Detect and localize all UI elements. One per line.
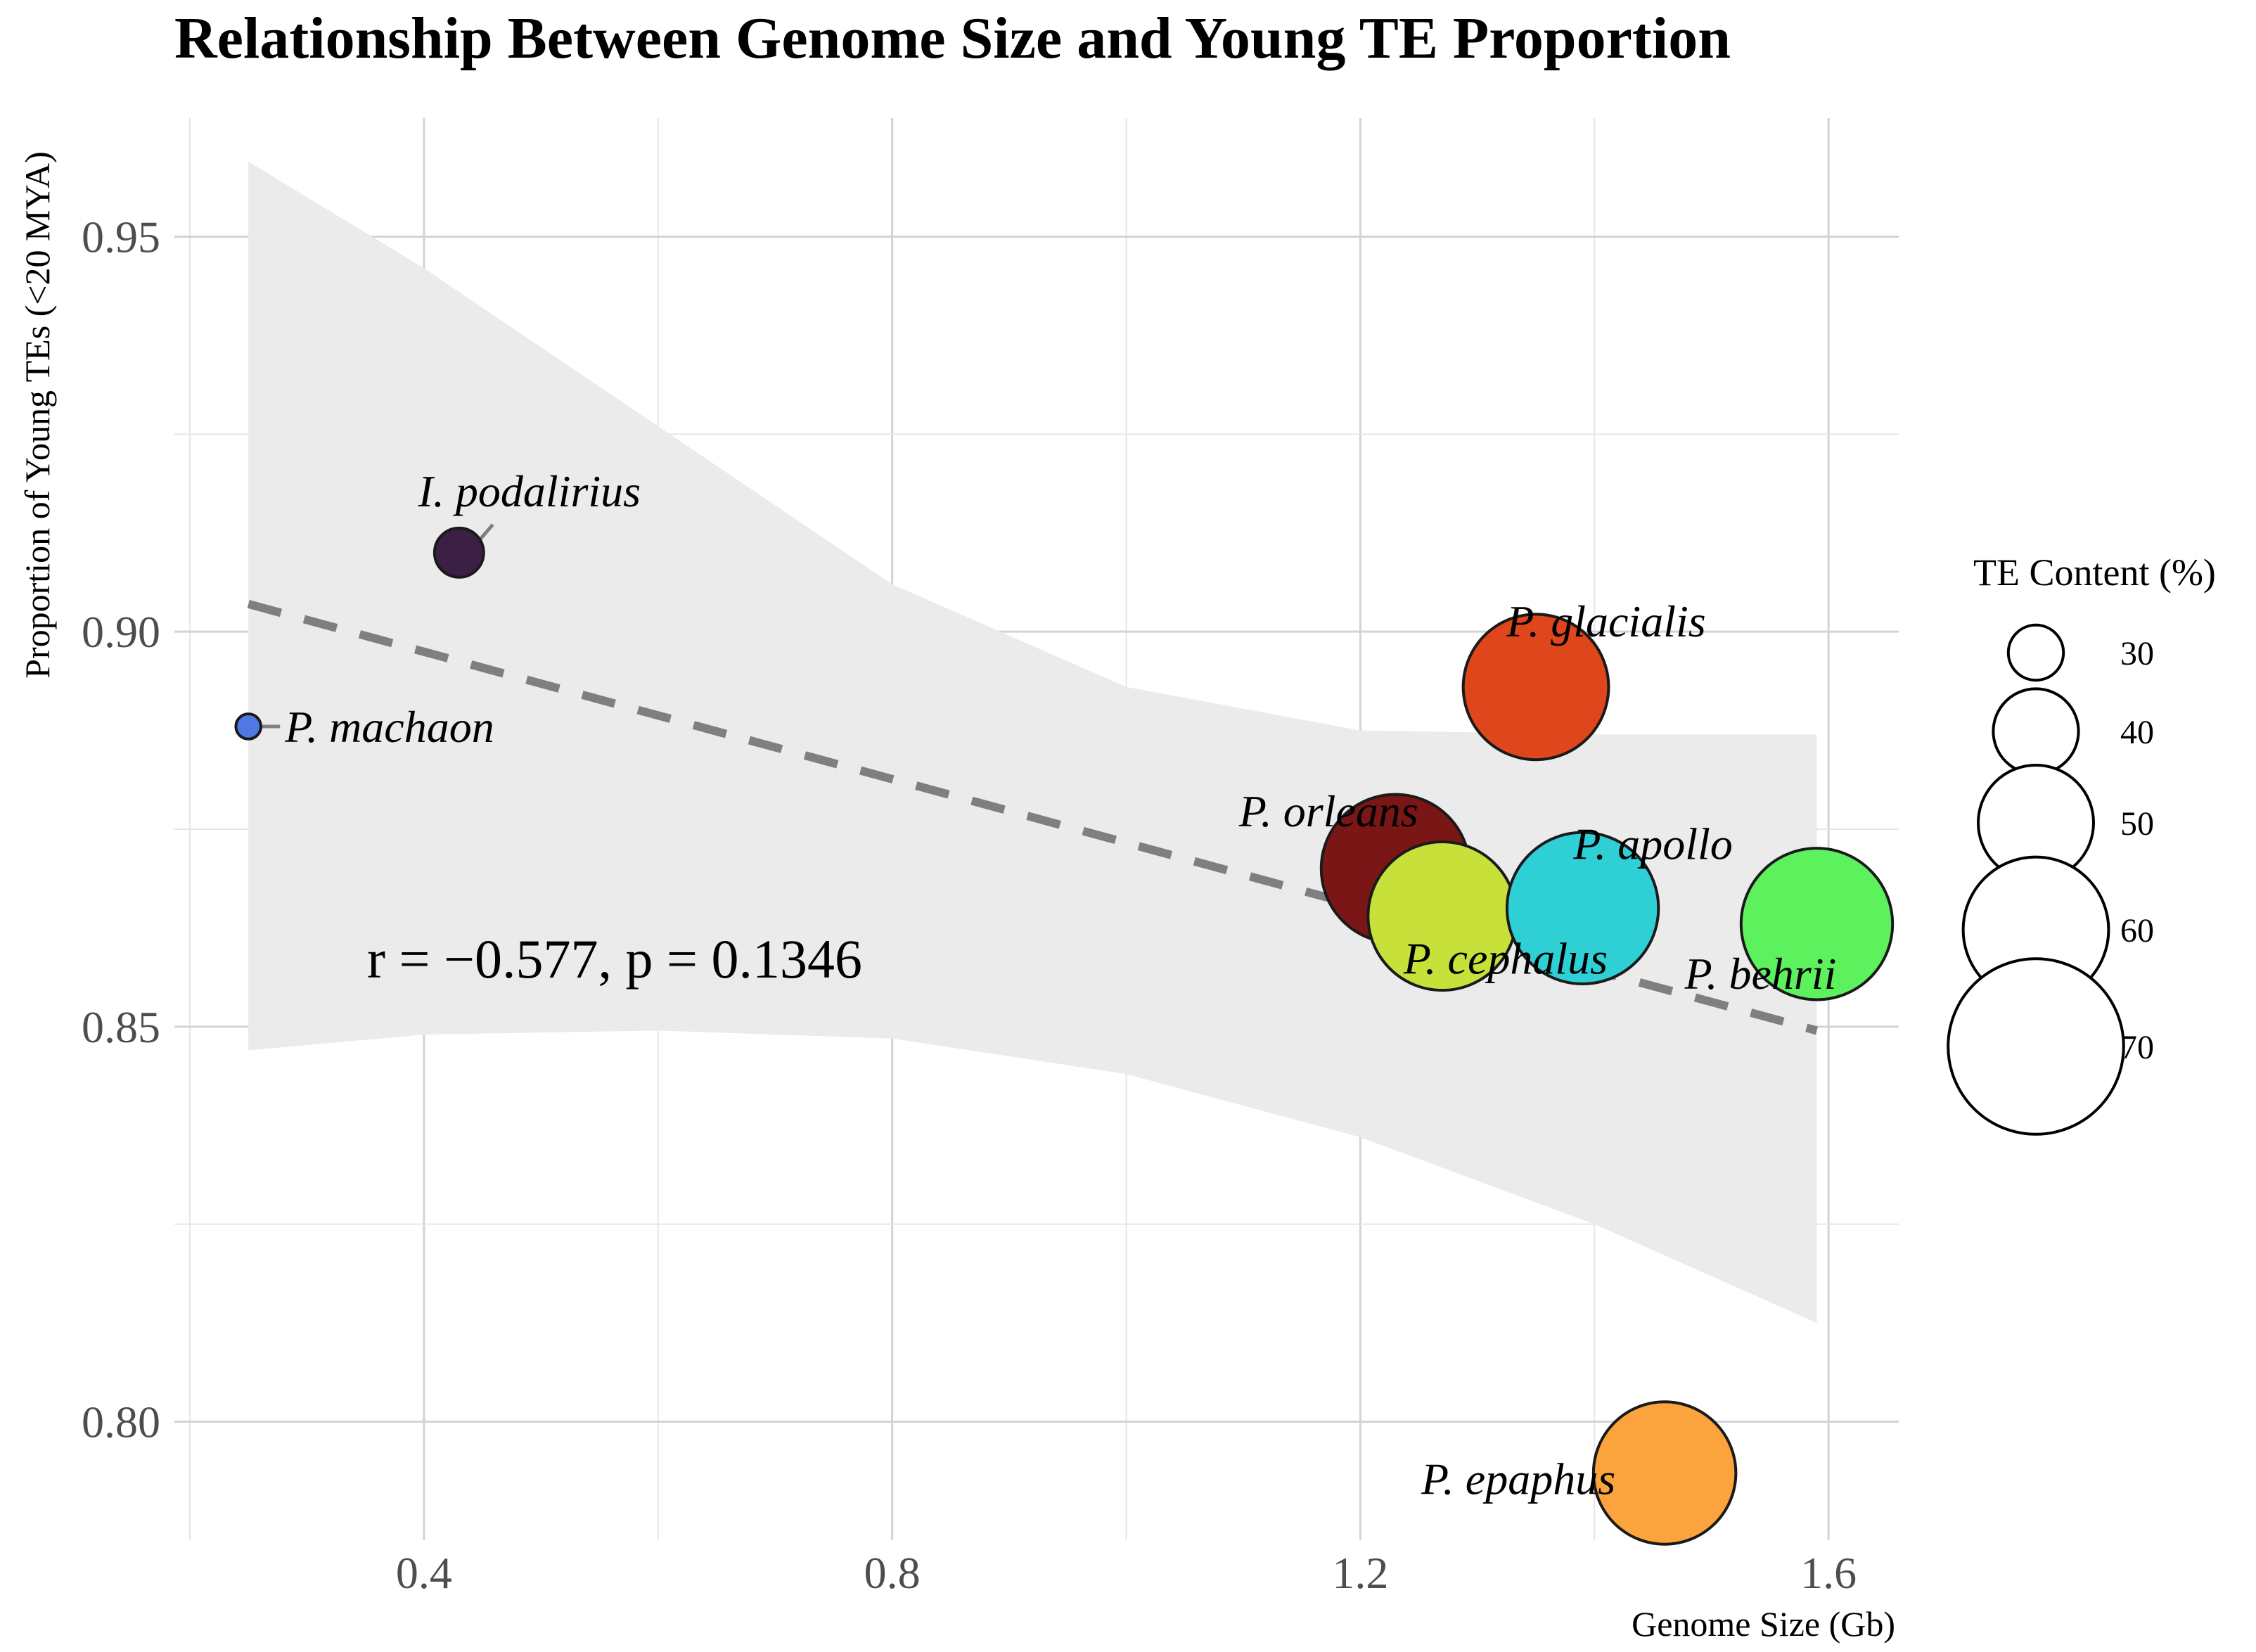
point-p--behrii — [1739, 847, 1895, 1001]
legend-circle-40 — [1992, 687, 2080, 776]
x-tick-label: 0.4 — [396, 1548, 452, 1598]
point-i--podalirius — [432, 526, 485, 579]
legend-label-50: 50 — [2120, 805, 2154, 843]
label-p--orleans: P. orleans — [1238, 786, 1418, 836]
correlation-annotation: r = −0.577, p = 0.1346 — [367, 928, 862, 990]
x-tick-label: 1.2 — [1332, 1548, 1388, 1598]
label-p--epaphus: P. epaphus — [1421, 1454, 1615, 1504]
point-labels: P. machaon I. podalirius P. glacialis P. or… — [284, 466, 1836, 1504]
data-points — [234, 526, 1895, 1546]
legend-label-40: 40 — [2120, 714, 2154, 751]
label-p--glacialis: P. glacialis — [1506, 596, 1705, 646]
confidence-band-area — [248, 161, 1817, 1324]
chart-title: Relationship Between Genome Size and You… — [174, 6, 1731, 71]
label-p--behrii: P. behrii — [1684, 949, 1837, 999]
y-tick-label: 0.90 — [82, 607, 160, 657]
point-p--apollo — [1505, 831, 1660, 986]
y-tick-label: 0.95 — [82, 212, 160, 262]
x-axis-title: Genome Size (Gb) — [1632, 1604, 1895, 1644]
legend-label-70: 70 — [2120, 1029, 2154, 1066]
legend-label-60: 60 — [2120, 912, 2154, 949]
confidence-band — [248, 161, 1817, 1324]
x-tick-label: 1.6 — [1800, 1548, 1857, 1598]
legend-circle-70 — [1947, 957, 2125, 1136]
legend: TE Content (%) 30 40 50 60 70 — [1947, 551, 2216, 1136]
y-axis-title: Proportion of Young TEs (<20 MYA) — [18, 151, 57, 679]
legend-title: TE Content (%) — [1973, 551, 2216, 594]
y-tick-label: 0.85 — [82, 1002, 160, 1052]
y-tick-labels: 0.80 0.85 0.90 0.95 — [82, 212, 160, 1447]
legend-circle-30 — [2006, 623, 2065, 682]
legend-label-30: 30 — [2120, 635, 2154, 672]
y-tick-label: 0.80 — [82, 1397, 160, 1447]
point-p--epaphus — [1591, 1400, 1738, 1546]
point-p--machaon — [234, 712, 263, 741]
label-p--cephalus: P. cephalus — [1403, 934, 1608, 984]
x-tick-labels: 0.4 0.8 1.2 1.6 — [396, 1548, 1857, 1598]
label-p--apollo: P. apollo — [1572, 819, 1732, 869]
point-p--glacialis — [1461, 613, 1610, 762]
label-i--podalirius: I. podalirius — [418, 466, 641, 516]
label-p--machaon: P. machaon — [284, 702, 494, 752]
x-tick-label: 0.8 — [864, 1548, 921, 1598]
